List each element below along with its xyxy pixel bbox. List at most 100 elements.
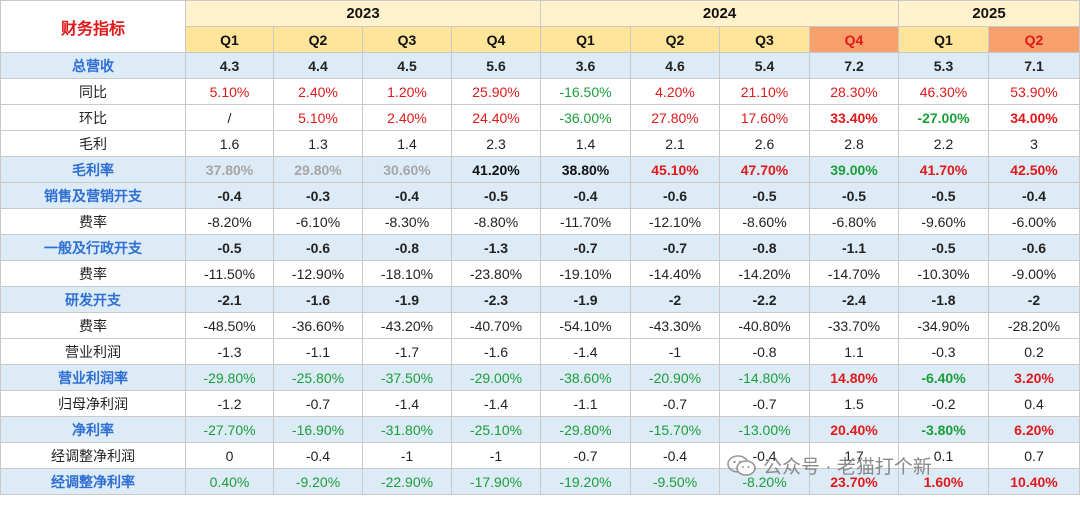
- table-cell: -25.10%: [451, 416, 541, 443]
- quarter-header: Q2: [630, 26, 720, 53]
- table-cell: -2.2: [719, 286, 810, 313]
- table-cell: -0.2: [898, 390, 989, 417]
- table-cell: -27.70%: [185, 416, 274, 443]
- quarter-header: Q2: [273, 26, 363, 53]
- table-cell: 0.7: [988, 442, 1080, 469]
- table-cell: 46.30%: [898, 78, 989, 105]
- table-cell: -0.4: [185, 182, 274, 209]
- table-cell: 30.60%: [362, 156, 452, 183]
- table-row: 营业利润率 -29.80% -25.80% -37.50% -29.00% -38.60%…: [0, 364, 1080, 391]
- table-cell: -1.1: [273, 338, 363, 365]
- table-cell: 53.90%: [988, 78, 1080, 105]
- table-cell: -19.20%: [540, 468, 631, 495]
- table-cell: -1.3: [185, 338, 274, 365]
- table-row: 毛利 1.6 1.3 1.4 2.3 1.4 2.1 2.6 2.8 2.2 3: [0, 130, 1080, 157]
- table-cell: -0.7: [540, 442, 631, 469]
- table-row: 一般及行政开支 -0.5 -0.6 -0.8 -1.3 -0.7 -0.7 -0.8 -1.1-…: [0, 234, 1080, 261]
- table-cell: -25.80%: [273, 364, 363, 391]
- table-cell: 4.20%: [630, 78, 720, 105]
- table-cell: 4.4: [273, 52, 363, 79]
- table-cell: -37.50%: [362, 364, 452, 391]
- table-cell: 0: [185, 442, 274, 469]
- table-cell: -28.20%: [988, 312, 1080, 339]
- row-label: 毛利率: [0, 156, 186, 183]
- table-cell: 2.8: [809, 130, 899, 157]
- table-cell: -12.90%: [273, 260, 363, 287]
- table-cell: 0.40%: [185, 468, 274, 495]
- table-row: 环比/5.10% 2.40% 24.40% -36.00% 27.80% 17.60% 33…: [0, 104, 1080, 131]
- row-label: 费率: [0, 208, 186, 235]
- table-cell: -15.70%: [630, 416, 720, 443]
- table-cell: -29.80%: [185, 364, 274, 391]
- table-cell: 3: [988, 130, 1080, 157]
- quarter-header: Q1: [898, 26, 989, 53]
- table-cell: 2.40%: [362, 104, 452, 131]
- table-cell: 34.00%: [988, 104, 1080, 131]
- table-cell: -36.00%: [540, 104, 631, 131]
- table-cell: -8.20%: [185, 208, 274, 235]
- table-row: 净利率 -27.70% -16.90% -31.80% -25.10% -29.80% -1…: [0, 416, 1080, 443]
- table-cell: -48.50%: [185, 312, 274, 339]
- table-cell: -43.30%: [630, 312, 720, 339]
- table-row: 经调整净利润 0 -0.4 -1 -1 -0.7 -0.4 -0.4 1.7 0.1 0.7: [0, 442, 1080, 469]
- table-cell: -9.50%: [630, 468, 720, 495]
- table-cell: -6.80%: [809, 208, 899, 235]
- table-row: 费率 -11.50% -12.90% -18.10% -23.80% -19.10% -14…: [0, 260, 1080, 287]
- table-cell: -1: [451, 442, 541, 469]
- table-cell: -6.10%: [273, 208, 363, 235]
- table-cell: -0.7: [540, 234, 631, 261]
- table-cell: -0.3: [898, 338, 989, 365]
- financial-metrics-table: 财务指标 2023 2024 2025 Q1 Q2 Q3 Q4 Q1 Q2 Q3 Q4 Q1 Q2…: [0, 0, 1080, 495]
- quarter-header: Q1: [185, 26, 274, 53]
- table-row: 营业利润 -1.3 -1.1 -1.7 -1.6 -1.4 -1 -0.8 1.1 -0.3 0.2: [0, 338, 1080, 365]
- table-cell: 39.00%: [809, 156, 899, 183]
- year-header-2025: 2025: [898, 0, 1080, 27]
- table-row: 总营收 4.3 4.4 4.5 5.6 3.6 4.6 5.4 7.2 5.3 7.1: [0, 52, 1080, 79]
- row-label: 费率: [0, 260, 186, 287]
- table-cell: 23.70%: [809, 468, 899, 495]
- year-header-2023: 2023: [185, 0, 541, 27]
- table-cell: -14.20%: [719, 260, 810, 287]
- table-cell: -1: [362, 442, 452, 469]
- table-cell: -36.60%: [273, 312, 363, 339]
- table-row: 费率 -8.20% -6.10% -8.30% -8.80% -11.70% -12.10%…: [0, 208, 1080, 235]
- table-cell: 7.2: [809, 52, 899, 79]
- table-cell: 1.60%: [898, 468, 989, 495]
- table-cell: 25.90%: [451, 78, 541, 105]
- table-cell: 17.60%: [719, 104, 810, 131]
- table-cell: 3.20%: [988, 364, 1080, 391]
- table-cell: -0.8: [719, 338, 810, 365]
- table-cell: -1.1: [540, 390, 631, 417]
- table-cell: /: [185, 104, 274, 131]
- table-cell: -0.6: [273, 234, 363, 261]
- table-cell: 10.40%: [988, 468, 1080, 495]
- table-cell: 20.40%: [809, 416, 899, 443]
- table-cell: 1.4: [362, 130, 452, 157]
- row-label: 毛利: [0, 130, 186, 157]
- table-cell: -1.7: [362, 338, 452, 365]
- table-body: 总营收 4.3 4.4 4.5 5.6 3.6 4.6 5.4 7.2 5.3 7.1 同比 5.10%…: [0, 52, 1080, 495]
- table-cell: -18.10%: [362, 260, 452, 287]
- table-cell: 4.3: [185, 52, 274, 79]
- year-header-row: 财务指标 2023 2024 2025: [0, 0, 1080, 53]
- table-cell: 14.80%: [809, 364, 899, 391]
- table-cell: 33.40%: [809, 104, 899, 131]
- row-label: 经调整净利润: [0, 442, 186, 469]
- quarter-header: Q4: [809, 26, 899, 53]
- table-cell: -0.5: [809, 182, 899, 209]
- table-cell: 1.20%: [362, 78, 452, 105]
- table-cell: -38.60%: [540, 364, 631, 391]
- table-cell: -14.40%: [630, 260, 720, 287]
- table-cell: -1.4: [540, 338, 631, 365]
- table-cell: -10.30%: [898, 260, 989, 287]
- table-cell: -0.8: [362, 234, 452, 261]
- table-cell: -11.70%: [540, 208, 631, 235]
- table-cell: -0.4: [540, 182, 631, 209]
- table-cell: -43.20%: [362, 312, 452, 339]
- table-cell: -1.8: [898, 286, 989, 313]
- table-cell: 0.2: [988, 338, 1080, 365]
- table-cell: -33.70%: [809, 312, 899, 339]
- table-cell: 2.40%: [273, 78, 363, 105]
- table-cell: -29.00%: [451, 364, 541, 391]
- table-cell: -1.9: [540, 286, 631, 313]
